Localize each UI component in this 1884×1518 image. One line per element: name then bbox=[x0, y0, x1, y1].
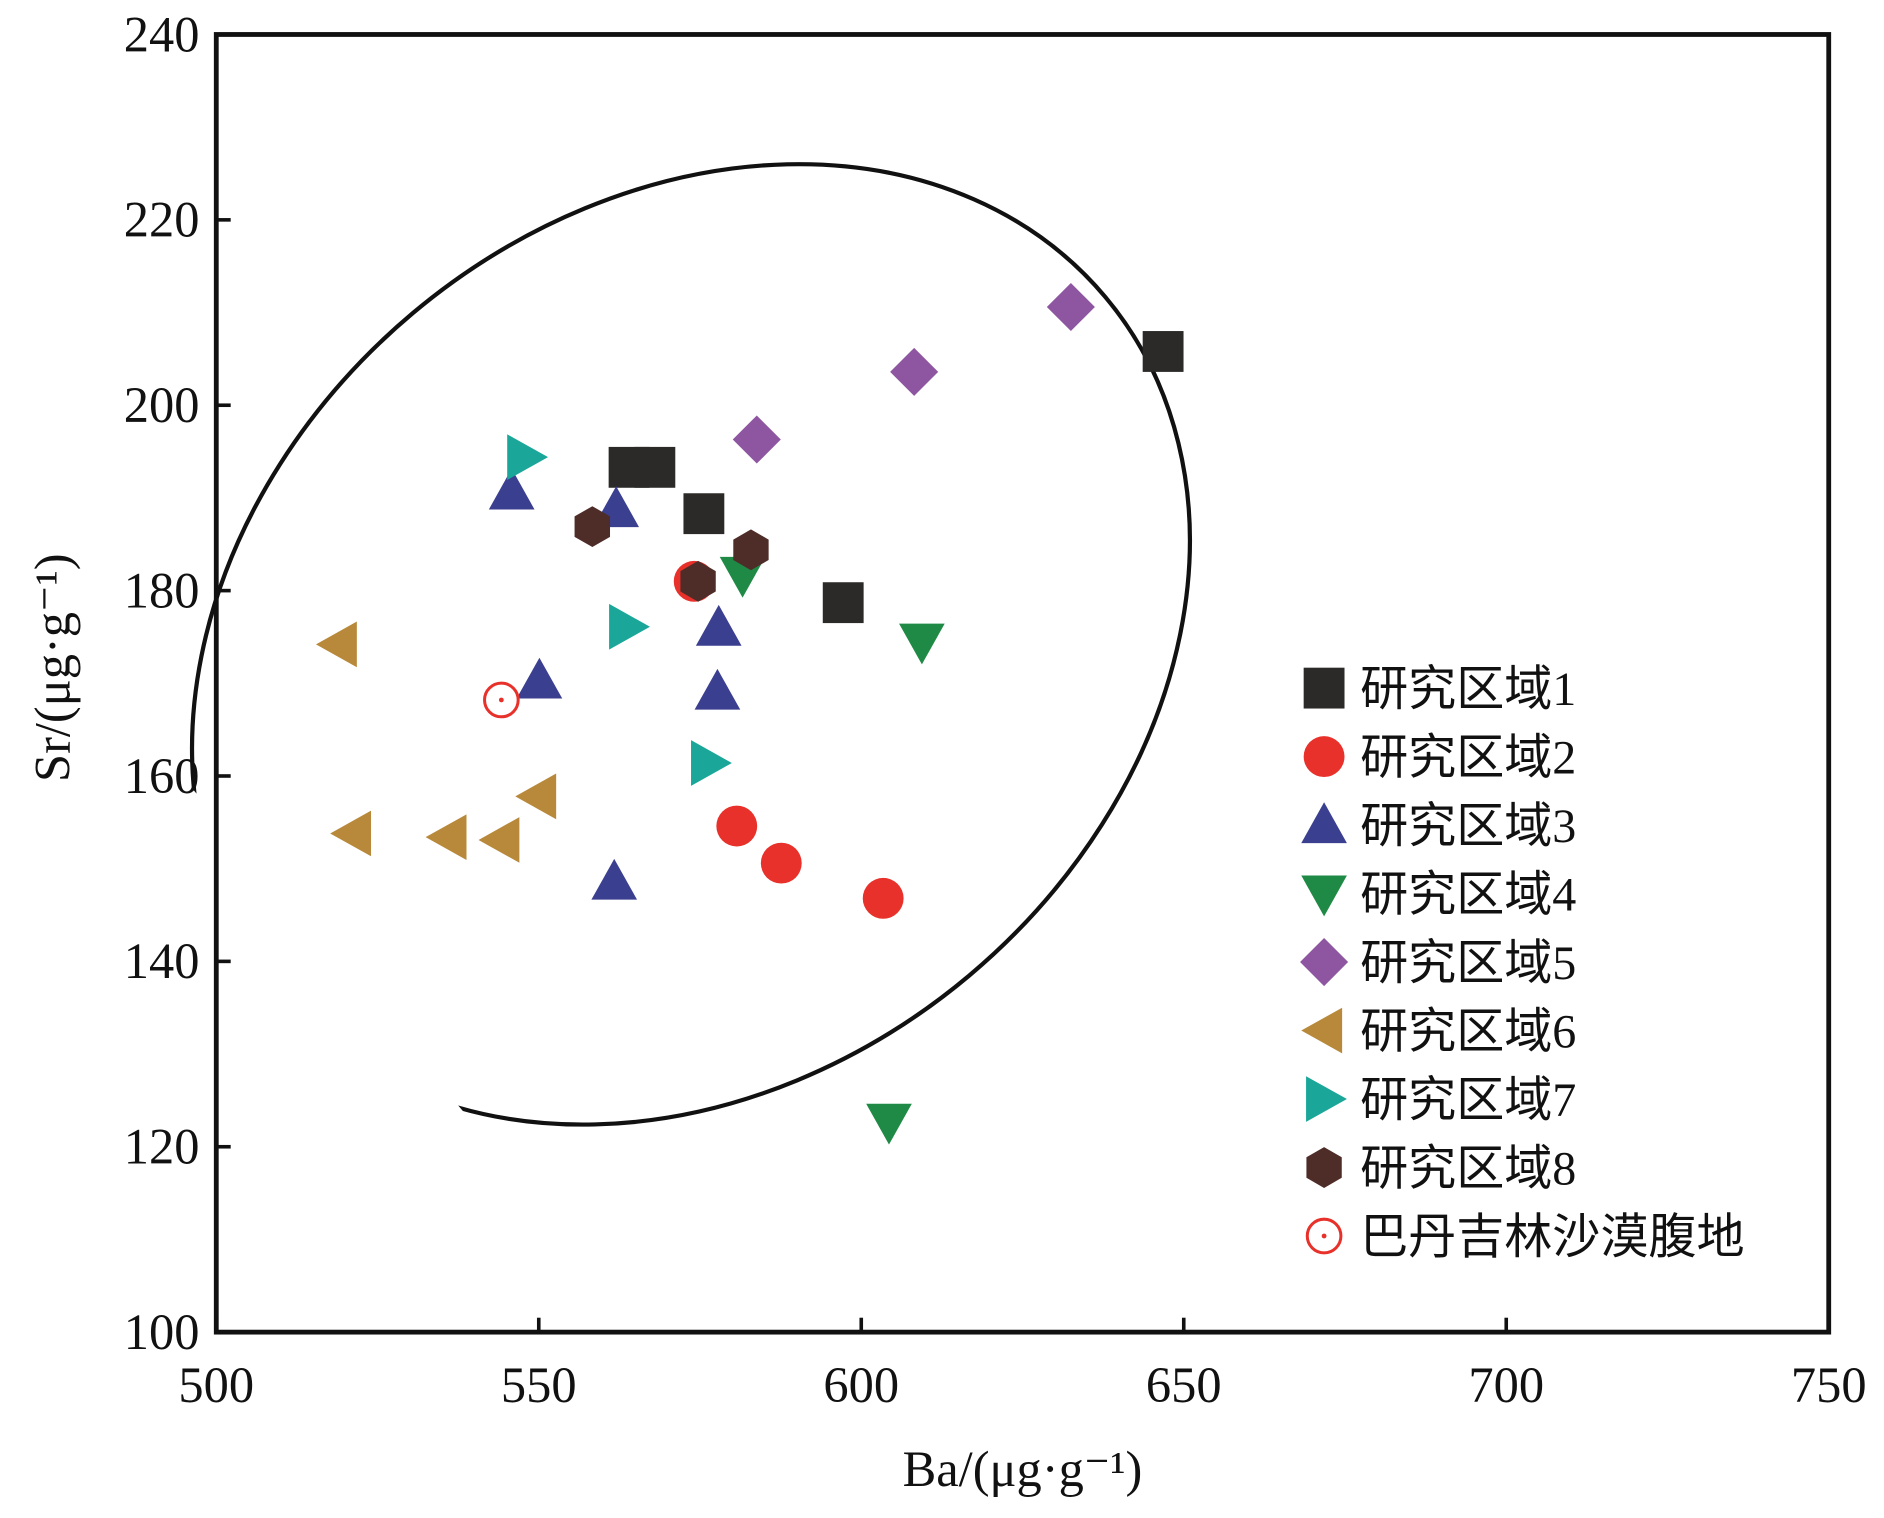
y-tick-label: 120 bbox=[124, 1119, 200, 1175]
x-tick-label: 750 bbox=[1791, 1357, 1867, 1413]
legend-item: 研究区域5 bbox=[1300, 937, 1576, 990]
legend-marker-icon bbox=[1306, 1076, 1347, 1122]
legend-item: 研究区域7 bbox=[1306, 1074, 1576, 1127]
data-points bbox=[315, 282, 1184, 1145]
data-point-series-3 bbox=[694, 668, 741, 710]
data-point-series-6 bbox=[515, 773, 557, 820]
data-point-series-8 bbox=[574, 506, 611, 548]
x-axis-label: Ba/(μg·g⁻¹) bbox=[903, 1441, 1143, 1497]
data-point-series-5 bbox=[890, 347, 939, 396]
legend-label: 研究区域4 bbox=[1360, 868, 1576, 921]
plot-frame bbox=[213, 32, 1832, 1335]
y-tick-label: 180 bbox=[124, 562, 200, 618]
data-point-series-3 bbox=[488, 468, 535, 510]
x-tick-label: 550 bbox=[501, 1357, 577, 1413]
legend-marker-icon bbox=[1305, 1217, 1343, 1255]
data-point-series-4 bbox=[899, 623, 945, 665]
data-point-series-2 bbox=[716, 805, 758, 847]
confidence-ellipse bbox=[190, 162, 1192, 1127]
data-point-series-6 bbox=[315, 621, 357, 668]
y-tick-label: 100 bbox=[124, 1304, 200, 1360]
data-point-series-6 bbox=[425, 814, 467, 860]
axis-ticks: 500 550 600 650 700 750 100 120 140 160 180 200 220 2… bbox=[124, 6, 1867, 1413]
y-tick-label: 220 bbox=[124, 192, 200, 248]
data-point-series-1 bbox=[1142, 331, 1184, 372]
legend-marker-icon bbox=[1301, 1007, 1343, 1054]
data-point-series-3 bbox=[591, 858, 638, 900]
data-point-series-9 bbox=[483, 681, 520, 719]
x-tick-label: 700 bbox=[1468, 1357, 1544, 1413]
data-point-series-6 bbox=[330, 810, 372, 857]
legend-marker-icon bbox=[1301, 875, 1347, 917]
legend-marker-icon bbox=[1300, 938, 1349, 987]
y-axis-label: Sr/(μg·g⁻¹) bbox=[25, 553, 81, 782]
y-tick-label: 240 bbox=[124, 6, 200, 62]
data-point-series-6 bbox=[478, 817, 520, 863]
legend-label: 研究区域7 bbox=[1360, 1074, 1576, 1127]
legend-label: 研究区域6 bbox=[1360, 1005, 1576, 1058]
y-tick-label: 140 bbox=[124, 933, 200, 989]
y-tick-label: 160 bbox=[124, 748, 200, 804]
data-point-series-5 bbox=[732, 415, 781, 464]
x-tick-label: 600 bbox=[823, 1357, 899, 1413]
legend-item: 研究区域8 bbox=[1306, 1142, 1576, 1195]
legend-label: 研究区域3 bbox=[1360, 800, 1576, 853]
legend-item: 巴丹吉林沙漠腹地 bbox=[1305, 1211, 1745, 1264]
data-point-series-2 bbox=[862, 877, 904, 919]
data-point-series-1 bbox=[683, 493, 725, 535]
legend-marker-icon bbox=[1303, 736, 1345, 778]
data-point-series-2 bbox=[760, 842, 802, 884]
legend-marker-icon bbox=[1303, 667, 1345, 709]
data-point-series-5 bbox=[1046, 282, 1095, 332]
legend-label: 巴丹吉林沙漠腹地 bbox=[1360, 1211, 1744, 1264]
legend-item: 研究区域2 bbox=[1303, 731, 1576, 784]
legend-label: 研究区域1 bbox=[1360, 663, 1576, 716]
data-point-series-7 bbox=[609, 603, 650, 650]
legend-marker-icon bbox=[1306, 1147, 1342, 1188]
legend: 研究区域1 研究区域2 研究区域3 研究区域4 研究区域5 研究区域6 研究区域7 研究区域8… bbox=[1300, 663, 1745, 1264]
legend-item: 研究区域4 bbox=[1301, 868, 1576, 921]
legend-item: 研究区域1 bbox=[1303, 663, 1576, 716]
legend-label: 研究区域5 bbox=[1360, 937, 1576, 990]
legend-item: 研究区域6 bbox=[1301, 1005, 1576, 1058]
x-tick-label: 650 bbox=[1146, 1357, 1222, 1413]
legend-marker-icon bbox=[1301, 802, 1347, 844]
data-point-series-7 bbox=[507, 434, 549, 480]
data-point-series-1 bbox=[634, 446, 676, 488]
data-point-series-8 bbox=[733, 529, 769, 571]
y-tick-label: 200 bbox=[124, 377, 200, 433]
data-point-series-1 bbox=[822, 582, 864, 624]
data-point-series-4 bbox=[866, 1103, 912, 1145]
legend-item: 研究区域3 bbox=[1301, 800, 1576, 853]
x-tick-label: 500 bbox=[178, 1357, 254, 1413]
data-point-series-3 bbox=[516, 657, 563, 699]
data-point-series-8 bbox=[680, 560, 716, 602]
data-point-series-7 bbox=[691, 740, 732, 786]
data-point-series-3 bbox=[695, 604, 742, 646]
legend-label: 研究区域2 bbox=[1360, 731, 1576, 784]
legend-label: 研究区域8 bbox=[1360, 1142, 1576, 1195]
